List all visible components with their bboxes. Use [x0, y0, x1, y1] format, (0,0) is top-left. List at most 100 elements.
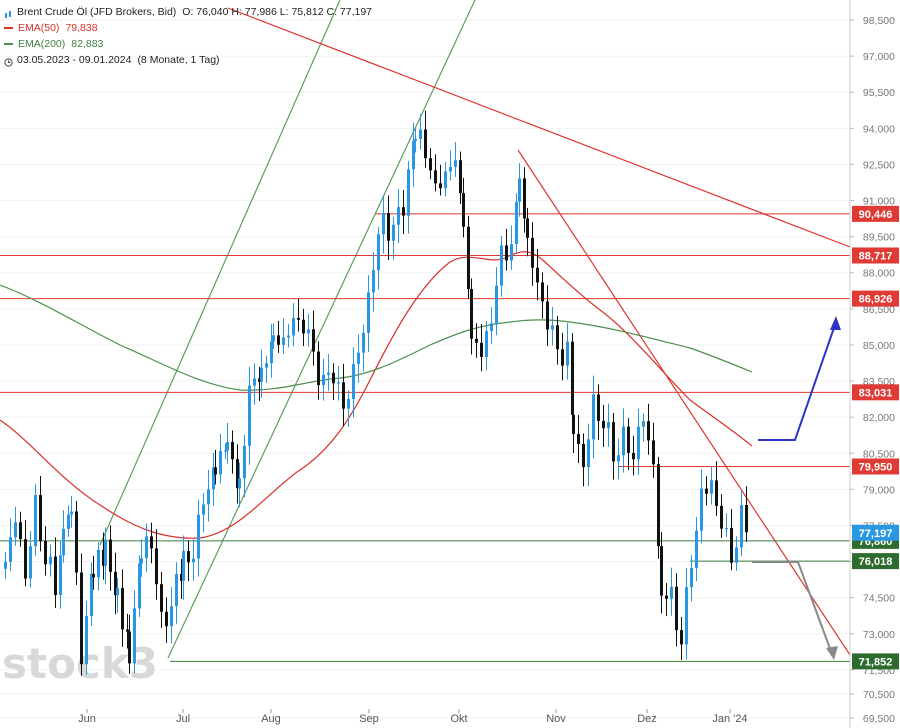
last-price-label: 77,197 — [859, 528, 893, 540]
candle — [700, 469, 703, 544]
candle — [347, 390, 350, 427]
ema200-swatch — [4, 43, 13, 45]
candle — [327, 354, 330, 391]
candle — [657, 456, 660, 559]
candle — [523, 167, 526, 233]
candle — [114, 552, 117, 615]
candle — [342, 363, 345, 427]
level-label-box — [852, 290, 899, 307]
candle — [577, 415, 580, 464]
candle — [402, 189, 405, 234]
candle — [454, 141, 457, 177]
level-label: 79,950 — [859, 461, 893, 473]
candle — [526, 207, 529, 257]
candle — [219, 433, 222, 484]
instrument-title: Brent Crude Öl (JFD Brokers, Bid) — [17, 6, 177, 18]
candle — [571, 333, 574, 429]
candle — [4, 551, 7, 580]
candle — [150, 522, 153, 564]
chart-symbol-icon — [4, 8, 13, 18]
candle — [670, 567, 673, 616]
candle — [675, 573, 678, 647]
y-tick-label: 98,500 — [863, 15, 895, 27]
candle — [170, 587, 173, 644]
candle — [260, 349, 263, 398]
candle — [59, 541, 62, 609]
candle — [126, 613, 129, 649]
candle — [685, 567, 688, 660]
candle — [470, 278, 473, 355]
candle — [145, 523, 148, 573]
candle — [49, 544, 52, 577]
candle — [546, 285, 549, 347]
level-label-box — [852, 553, 899, 570]
candle — [730, 509, 733, 571]
candle — [414, 128, 417, 153]
candle — [207, 470, 210, 522]
candle — [745, 486, 748, 543]
candle — [377, 226, 380, 290]
channel-upper-line — [99, 0, 341, 546]
candle — [695, 517, 698, 582]
candle — [407, 160, 410, 234]
candle — [202, 493, 205, 533]
up-arrow-head — [830, 316, 841, 330]
candle — [265, 355, 268, 383]
candle — [272, 323, 275, 349]
ema50-swatch — [4, 27, 13, 29]
candle — [617, 438, 620, 480]
candle — [439, 164, 442, 196]
date-range: 03.05.2023 - 09.01.2024 — [17, 54, 132, 66]
candle — [133, 590, 136, 673]
channel-lower-line — [167, 0, 476, 659]
candle — [392, 216, 395, 260]
x-tick-label: Dez — [637, 713, 657, 725]
ema200-label: EMA(200) — [18, 38, 66, 50]
candle — [510, 225, 513, 270]
candle — [187, 540, 190, 582]
candle — [587, 423, 590, 487]
candle — [44, 526, 47, 576]
last-price-box — [852, 524, 899, 541]
watermark: stock3 — [2, 639, 158, 688]
candle — [39, 475, 42, 552]
level-label-box — [852, 247, 899, 264]
candle — [322, 358, 325, 401]
candle — [592, 375, 595, 459]
candle — [243, 434, 246, 498]
legend-range: 03.05.2023 - 09.01.2024 (8 Monate, 1 Tag… — [4, 52, 372, 68]
candle — [612, 412, 615, 480]
level-label-box — [852, 205, 899, 222]
candle — [224, 443, 227, 460]
ema200-line — [0, 284, 753, 391]
legend-title-row: Brent Crude Öl (JFD Brokers, Bid) O: 76,… — [4, 4, 372, 20]
candle — [434, 154, 437, 192]
candle — [607, 403, 610, 447]
level-label: 76,018 — [859, 556, 893, 568]
candle — [231, 430, 234, 474]
candle — [582, 433, 585, 487]
candle — [500, 236, 503, 297]
candle — [566, 323, 569, 380]
candle — [287, 323, 290, 348]
y-tick-label: 70,500 — [863, 689, 895, 701]
candle — [175, 562, 178, 624]
candle — [121, 569, 124, 647]
candle — [352, 347, 355, 418]
candle — [317, 341, 320, 400]
candle — [128, 614, 131, 674]
candle — [197, 499, 200, 577]
candle — [104, 527, 107, 585]
candle — [116, 578, 119, 614]
downtrend-line — [517, 149, 851, 656]
y-tick-label: 79,000 — [863, 484, 895, 496]
candle — [725, 513, 728, 537]
level-label: 71,852 — [859, 656, 893, 668]
candle — [140, 539, 143, 577]
candle — [19, 511, 22, 547]
candle — [85, 600, 88, 675]
up-scenario-arrow — [758, 321, 837, 441]
y-tick-label: 82,000 — [863, 412, 895, 424]
